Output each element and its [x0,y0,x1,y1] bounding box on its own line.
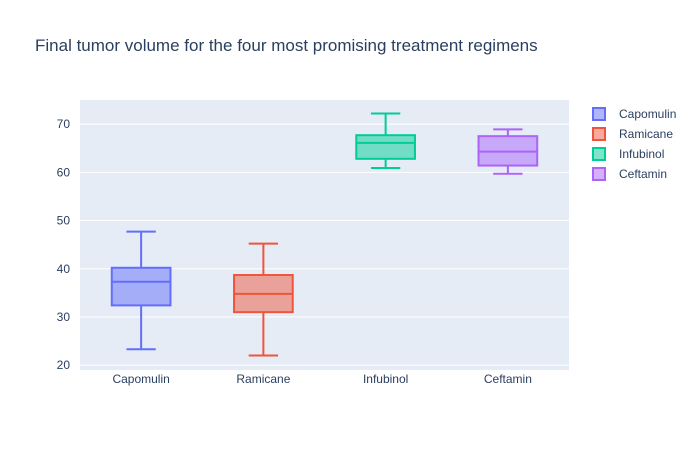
box-plots [110,112,539,357]
legend-item-infubinol[interactable]: Infubinol [592,147,664,161]
box-infubinol[interactable] [355,112,416,169]
y-tick-label: 40 [57,262,71,276]
box-capomulin[interactable] [110,230,172,351]
y-tick-label: 30 [57,310,71,324]
y-axis-ticks: 20 30 40 50 60 70 [57,117,71,372]
x-tick-label: Infubinol [363,372,408,386]
x-tick-label: Ceftamin [484,372,532,386]
legend-swatch [592,107,606,121]
legend[interactable]: Capomulin Ramicane Infubinol Ceftamin [592,107,676,181]
legend-label: Ceftamin [619,167,667,181]
legend-label: Capomulin [619,107,676,121]
legend-item-ramicane[interactable]: Ramicane [592,127,673,141]
legend-label: Ramicane [619,127,673,141]
x-tick-label: Ramicane [236,372,290,386]
legend-swatch [592,147,606,161]
legend-label: Infubinol [619,147,664,161]
x-tick-label: Capomulin [112,372,169,386]
y-tick-label: 60 [57,165,71,179]
box-ramicane[interactable] [233,242,294,357]
legend-item-capomulin[interactable]: Capomulin [592,107,676,121]
y-tick-label: 70 [57,117,71,131]
x-axis-ticks: Capomulin Ramicane Infubinol Ceftamin [112,372,531,386]
legend-item-ceftamin[interactable]: Ceftamin [592,167,667,181]
chart-title: Final tumor volume for the four most pro… [35,36,538,55]
legend-swatch [592,167,606,181]
iqr-box [110,266,172,307]
y-tick-label: 20 [57,358,71,372]
y-tick-label: 50 [57,214,71,228]
iqr-box [355,134,416,160]
legend-swatch [592,127,606,141]
box-ceftamin[interactable] [477,128,539,175]
